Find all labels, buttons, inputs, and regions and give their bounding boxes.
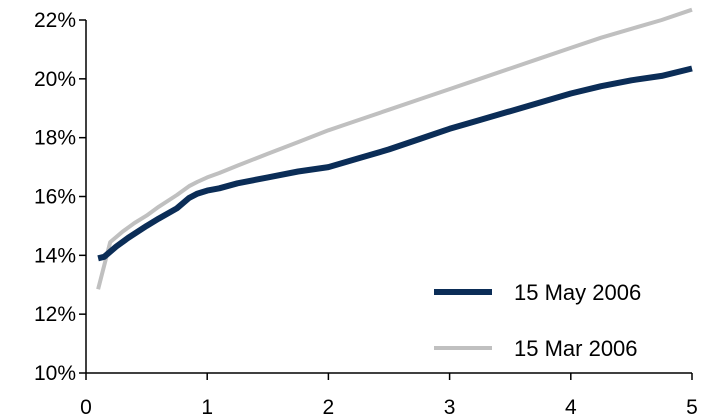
x-tick-label: 5 xyxy=(686,396,698,419)
axes: 10% 12% 14% 16% 18% 20% 22% 0 1 2 3 4 5 xyxy=(34,9,698,419)
y-tick-label: 16% xyxy=(34,186,76,209)
legend: 15 May 2006 15 Mar 2006 xyxy=(434,280,641,361)
series-line-1 xyxy=(96,7,693,290)
series-line-0 xyxy=(97,65,693,262)
x-tick-label: 1 xyxy=(201,396,213,419)
y-tick-label: 22% xyxy=(34,9,76,32)
x-tick-label: 2 xyxy=(323,396,335,419)
x-tick-label: 0 xyxy=(80,396,92,419)
y-tick-label: 20% xyxy=(34,68,76,91)
series-layer xyxy=(96,7,693,290)
y-tick-label: 18% xyxy=(34,127,76,150)
legend-label-1: 15 Mar 2006 xyxy=(514,336,638,361)
legend-label-0: 15 May 2006 xyxy=(514,280,641,305)
y-tick-label: 10% xyxy=(34,362,76,385)
y-tick-label: 12% xyxy=(34,303,76,326)
x-tick-label: 4 xyxy=(565,396,577,419)
x-tick-label: 3 xyxy=(444,396,456,419)
y-tick-label: 14% xyxy=(34,244,76,267)
